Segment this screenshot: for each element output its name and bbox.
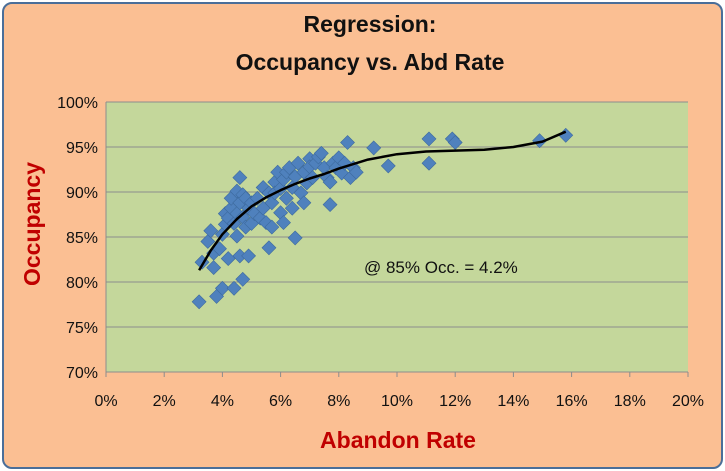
data-point bbox=[214, 280, 230, 296]
data-point bbox=[232, 170, 248, 186]
data-point bbox=[278, 190, 294, 206]
data-point bbox=[322, 174, 338, 190]
data-point bbox=[229, 228, 245, 244]
data-point bbox=[235, 271, 251, 287]
chart-title-line-1: Regression: bbox=[304, 11, 437, 37]
y-tick-label: 90% bbox=[66, 185, 98, 202]
data-point bbox=[276, 215, 291, 231]
y-axis-title: Occupancy bbox=[19, 162, 45, 286]
x-tick-label: 18% bbox=[614, 393, 646, 410]
chart-title-line-2: Occupancy vs. Abd Rate bbox=[236, 49, 505, 75]
data-point bbox=[284, 200, 300, 216]
data-point bbox=[206, 260, 222, 276]
x-tick-labels: 0% 2% 4% 6% 8% 10% 12% 14% 16% 18% 20% bbox=[94, 393, 704, 410]
y-tick-labels: 70% 75% 80% 85% 90% 95% 100% bbox=[57, 95, 98, 382]
data-point bbox=[348, 164, 364, 180]
data-point bbox=[296, 195, 312, 211]
grid-lines bbox=[105, 101, 689, 377]
data-point bbox=[340, 135, 355, 150]
data-points bbox=[191, 127, 574, 310]
data-point bbox=[287, 230, 303, 246]
data-point bbox=[203, 223, 219, 239]
x-tick-label: 4% bbox=[211, 393, 234, 410]
y-tick-label: 75% bbox=[66, 320, 98, 337]
x-tick-label: 12% bbox=[439, 393, 471, 410]
data-point bbox=[191, 294, 207, 310]
data-point bbox=[380, 158, 396, 174]
x-tick-label: 14% bbox=[497, 393, 529, 410]
y-tick-label: 70% bbox=[66, 365, 98, 382]
data-point bbox=[226, 280, 242, 296]
data-point bbox=[241, 248, 257, 264]
x-tick-label: 2% bbox=[153, 393, 176, 410]
data-point bbox=[322, 197, 338, 213]
data-point bbox=[366, 140, 382, 156]
y-tick-label: 80% bbox=[66, 275, 98, 292]
y-tick-label: 85% bbox=[66, 230, 98, 247]
data-point bbox=[532, 133, 548, 149]
data-point bbox=[421, 155, 437, 171]
x-axis-title: Abandon Rate bbox=[320, 427, 476, 453]
data-point bbox=[200, 234, 216, 249]
data-point bbox=[313, 145, 329, 161]
y-tick-label: 100% bbox=[57, 95, 98, 112]
x-tick-label: 0% bbox=[94, 393, 117, 410]
data-point bbox=[290, 155, 306, 171]
x-tick-label: 16% bbox=[556, 393, 588, 410]
annotation: @ 85% Occ. = 4.2% bbox=[364, 258, 518, 277]
y-tick-label: 95% bbox=[66, 140, 98, 157]
x-tick-label: 8% bbox=[327, 393, 350, 410]
trendline bbox=[198, 130, 567, 271]
x-tick-label: 10% bbox=[381, 393, 413, 410]
data-point bbox=[264, 219, 280, 235]
x-tick-label: 20% bbox=[672, 393, 704, 410]
data-point bbox=[261, 240, 277, 256]
data-point bbox=[421, 131, 437, 147]
x-tick-label: 6% bbox=[269, 393, 292, 410]
